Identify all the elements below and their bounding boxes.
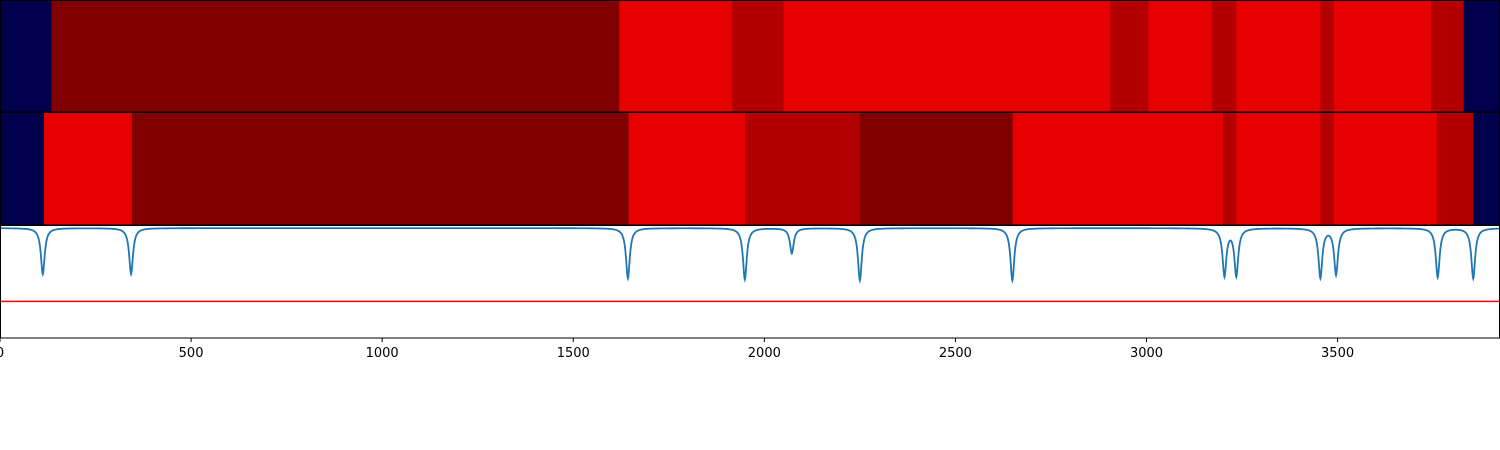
heatmap-bottom-cell-7 — [1222, 113, 1237, 225]
x-tick-label-4: 2000 — [748, 346, 781, 361]
heatmap-top-cell-11 — [1431, 1, 1465, 112]
x-axis-ticks: 0 500 1000 1500 2000 2500 3000 3500 — [0, 338, 1354, 361]
heatmap-top-cell-4 — [783, 1, 1111, 112]
x-tick-label-5: 2500 — [939, 346, 972, 361]
line-plot-panel — [0, 227, 1500, 303]
heatmap-bottom-cell-8 — [1236, 113, 1321, 225]
heatmap-top-cell-12 — [1463, 1, 1500, 112]
heatmap-bottom-cell-9 — [1320, 113, 1335, 225]
heatmap-bottom-cell-12 — [1473, 113, 1500, 225]
x-tick-label-0: 0 — [0, 346, 4, 361]
heatmap-top-cell-10 — [1333, 1, 1432, 112]
heatmap-top-cell-5 — [1110, 1, 1149, 112]
heatmap-top-panel — [0, 1, 1500, 112]
heatmap-bottom-panel — [0, 113, 1500, 225]
x-tick-label-2: 1000 — [366, 346, 399, 361]
x-tick-label-3: 1500 — [557, 346, 590, 361]
x-tick-label-6: 3000 — [1130, 346, 1163, 361]
heatmap-top-cell-7 — [1211, 1, 1237, 112]
heatmap-bottom-cell-6 — [1012, 113, 1224, 225]
heatmap-bottom-cell-10 — [1333, 113, 1438, 225]
heatmap-bottom-cell-2 — [131, 113, 630, 225]
heatmap-top-cell-9 — [1320, 1, 1335, 112]
heatmap-bottom-cell-11 — [1436, 113, 1474, 225]
heatmap-bottom-cell-3 — [628, 113, 746, 225]
heatmap-top-cell-0 — [0, 1, 53, 112]
heatmap-top-cell-6 — [1148, 1, 1212, 112]
heatmap-bottom-cell-0 — [0, 113, 45, 225]
heatmap-top-cell-8 — [1236, 1, 1321, 112]
heatmap-top-cell-2 — [619, 1, 733, 112]
heatmap-bottom-cell-4 — [745, 113, 861, 225]
signal-series-line — [0, 227, 1500, 284]
heatmap-bottom-cell-5 — [859, 113, 1014, 225]
heatmap-bottom-cell-1 — [43, 113, 133, 225]
heatmap-top-cell-1 — [51, 1, 620, 112]
x-tick-label-7: 3500 — [1321, 346, 1354, 361]
heatmap-top-cell-3 — [731, 1, 784, 112]
axes-frame-2 — [0, 225, 1500, 339]
x-tick-label-1: 500 — [179, 346, 204, 361]
